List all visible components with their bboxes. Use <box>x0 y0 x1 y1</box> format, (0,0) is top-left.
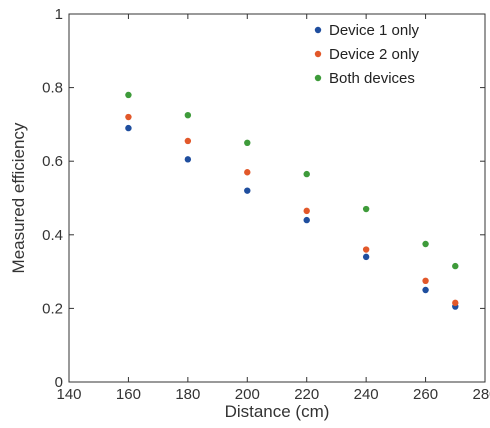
data-point-series-3 <box>184 112 192 119</box>
y-axis: 0 0.2 0.4 0.6 0.8 1 <box>42 6 485 391</box>
data-point-series-3 <box>362 205 370 213</box>
legend-marker-series-1 <box>314 26 322 34</box>
data-point-series-1 <box>184 156 192 163</box>
data-point-series-1 <box>303 216 310 224</box>
data-point-series-3 <box>452 262 459 270</box>
data-point-series-3 <box>303 170 310 178</box>
y-tick-label: 0.8 <box>42 80 63 97</box>
data-point-series-1 <box>362 253 370 261</box>
y-tick-label: 0 <box>55 374 63 391</box>
data-point-series-2 <box>125 113 132 121</box>
legend-label-series-2: Device 2 only <box>329 46 420 63</box>
x-axis-title: Distance (cm) <box>225 402 330 421</box>
data-point-series-2 <box>362 246 370 253</box>
data-points <box>125 91 459 310</box>
data-point-series-1 <box>422 286 429 294</box>
y-tick-label: 0.2 <box>42 300 63 317</box>
data-point-series-2 <box>303 207 310 215</box>
data-point-series-3 <box>125 91 132 99</box>
data-point-series-3 <box>244 139 251 146</box>
legend-marker-series-3 <box>314 74 322 82</box>
legend: Device 1 only Device 2 only Both devices <box>314 22 420 87</box>
x-tick-label: 260 <box>413 386 438 403</box>
legend-marker-series-2 <box>314 50 322 58</box>
y-axis-title: Measured efficiency <box>9 122 28 273</box>
y-tick-label: 0.4 <box>42 227 63 244</box>
data-point-series-2 <box>244 169 251 176</box>
data-point-series-2 <box>422 277 429 284</box>
x-tick-label: 280 <box>472 386 490 403</box>
x-tick-label: 220 <box>294 386 319 403</box>
data-point-series-1 <box>244 187 251 194</box>
data-point-series-2 <box>452 299 459 307</box>
data-point-series-1 <box>125 124 132 132</box>
plot-frame <box>68 13 486 383</box>
x-tick-label: 160 <box>116 386 141 403</box>
data-point-series-2 <box>184 137 192 145</box>
x-tick-label: 140 <box>56 386 81 403</box>
legend-label-series-1: Device 1 only <box>329 22 420 39</box>
y-tick-label: 1 <box>55 6 63 23</box>
x-tick-label: 180 <box>175 386 200 403</box>
x-tick-label: 240 <box>354 386 379 403</box>
y-tick-label: 0.6 <box>42 153 63 170</box>
x-axis: 140 160 180 200 220 240 260 280 <box>56 14 490 403</box>
legend-label-series-3: Both devices <box>329 70 415 87</box>
data-point-series-3 <box>422 240 429 248</box>
x-tick-label: 200 <box>235 386 260 403</box>
